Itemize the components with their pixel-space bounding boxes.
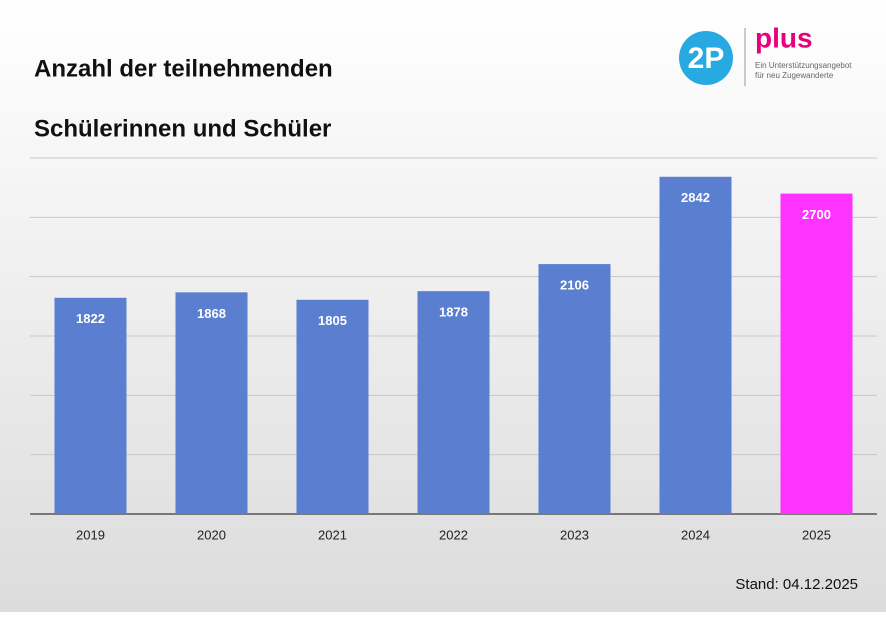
chart-title: Anzahl der teilnehmenden	[34, 55, 333, 82]
data-label: 2106	[560, 278, 589, 293]
logo-mark: 2P	[688, 42, 725, 75]
data-label: 1878	[439, 305, 468, 320]
x-tick-label: 2025	[802, 527, 831, 542]
data-label: 2842	[681, 190, 710, 205]
data-label: 1822	[76, 311, 105, 326]
bar	[54, 297, 127, 514]
bar	[780, 193, 853, 514]
x-tick-label: 2022	[439, 527, 468, 542]
bar	[417, 291, 490, 514]
x-tick-label: 2019	[76, 527, 105, 542]
bar	[296, 299, 369, 514]
logo-tagline: Ein Unterstützungsangebot	[755, 61, 852, 70]
x-tick-label: 2021	[318, 527, 347, 542]
data-label: 1805	[318, 313, 347, 328]
chart-title: Schülerinnen und Schüler	[34, 115, 331, 142]
bar	[659, 176, 732, 514]
logo-circle	[679, 31, 733, 85]
data-label: 1868	[197, 306, 226, 321]
x-tick-label: 2020	[197, 527, 226, 542]
bar	[175, 292, 248, 514]
logo-name: plus	[755, 22, 813, 53]
x-tick-label: 2024	[681, 527, 710, 542]
logo-tagline: für neu Zugewanderte	[755, 71, 834, 80]
data-label: 2700	[802, 207, 831, 222]
annotation: Stand: 04.12.2025	[735, 576, 858, 593]
bar	[538, 264, 611, 514]
x-tick-label: 2023	[560, 527, 589, 542]
